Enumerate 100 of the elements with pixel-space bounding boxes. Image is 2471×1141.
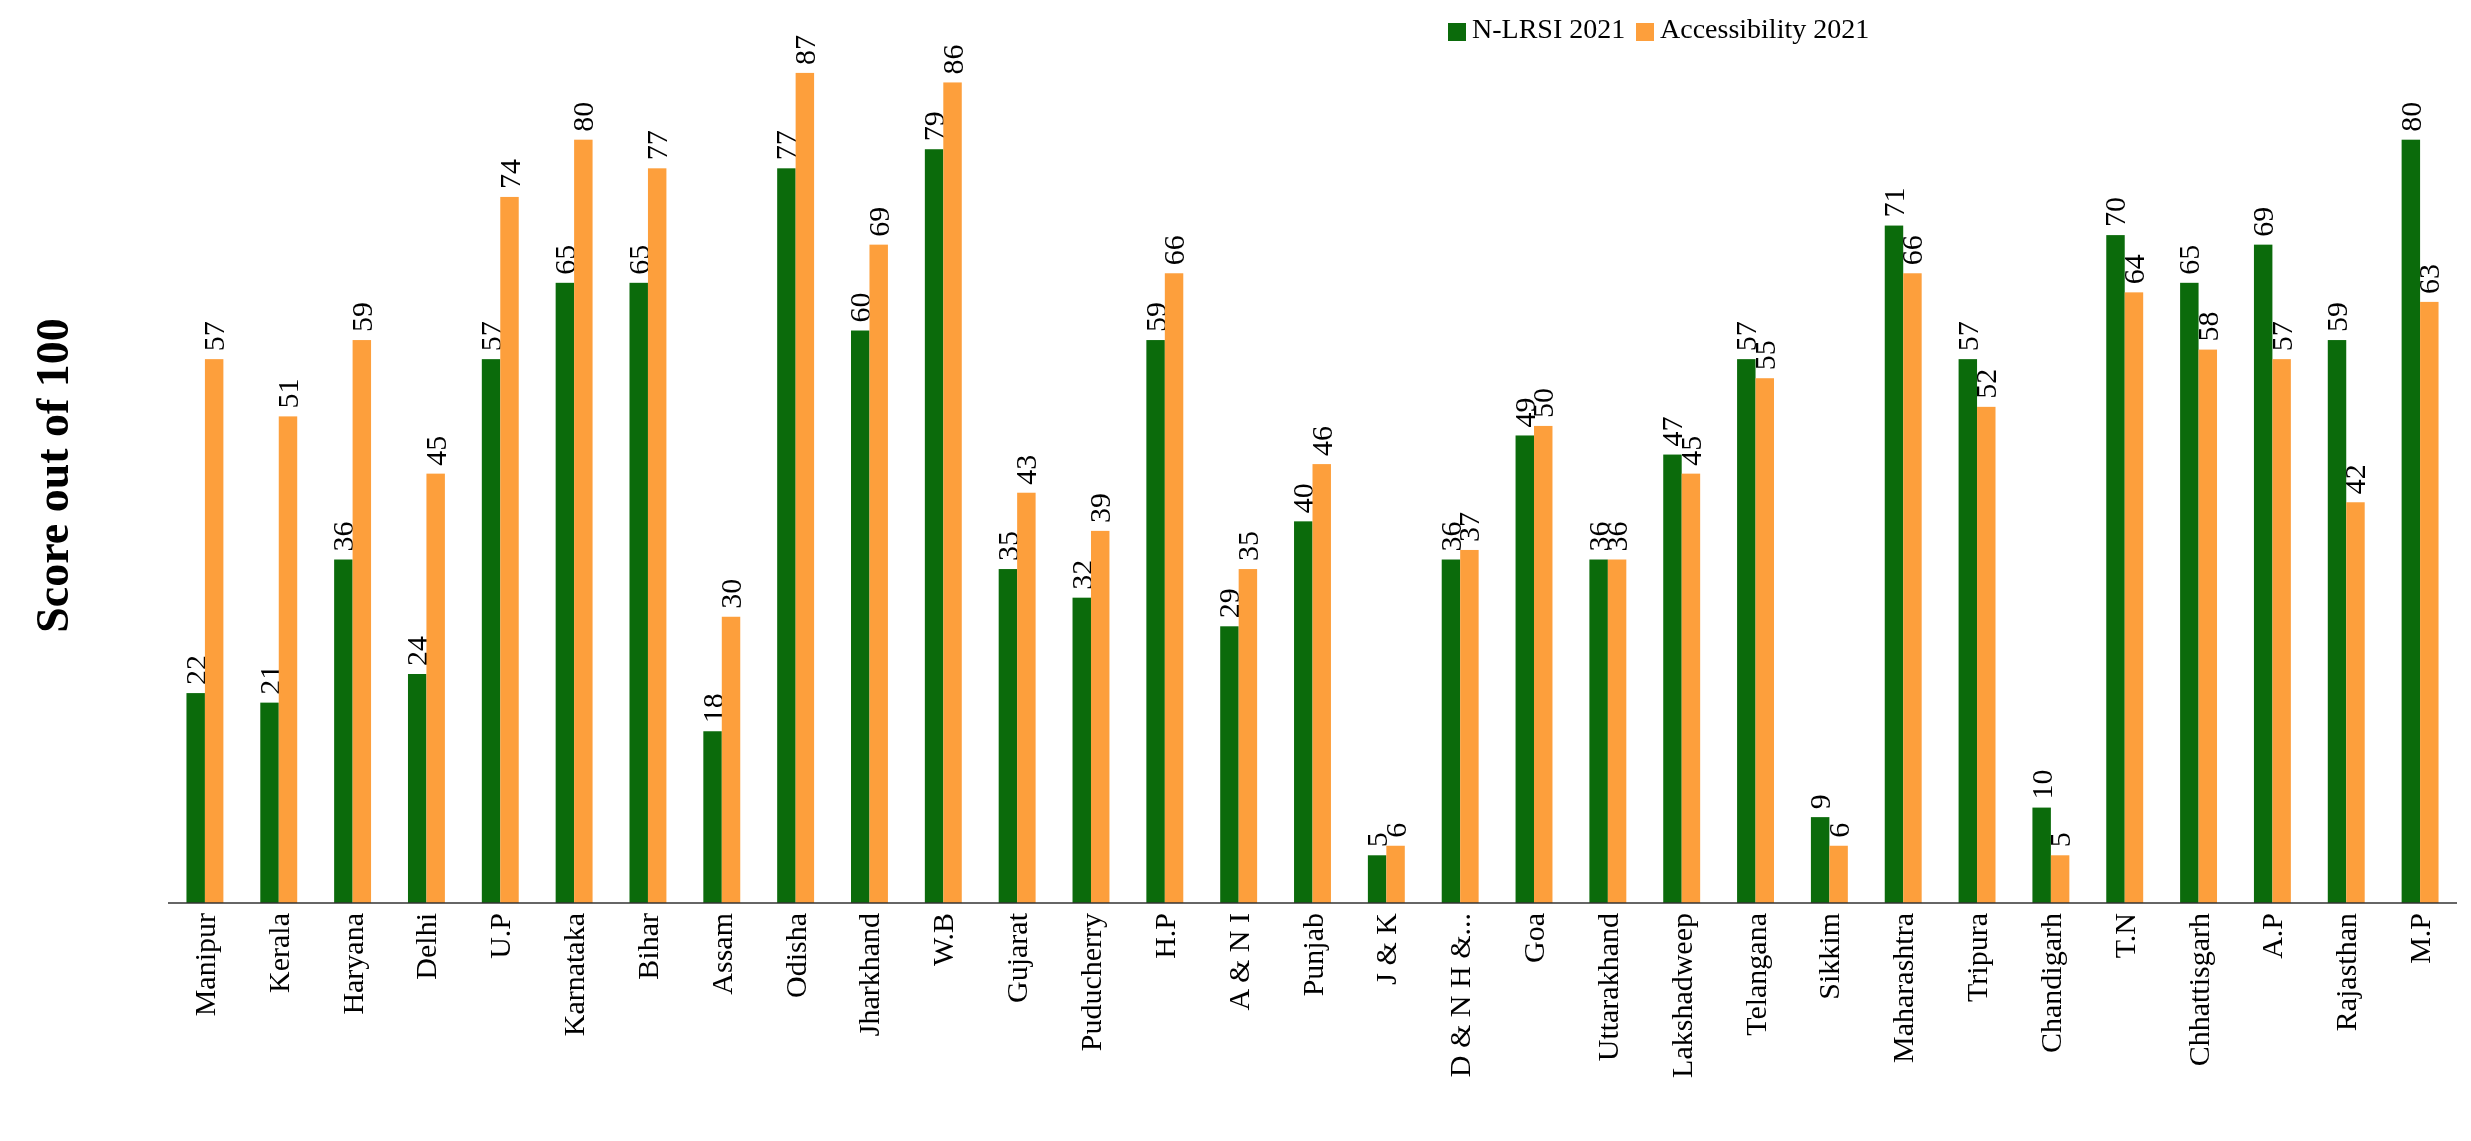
bar	[2401, 139, 2421, 903]
x-tick-label: Tripura	[1960, 913, 1994, 1002]
x-tick-label: M.P	[2403, 913, 2437, 964]
bar	[851, 330, 870, 903]
data-label: 69	[861, 206, 895, 237]
x-tick-label: T.N	[2107, 913, 2141, 959]
x-tick-label: D & N H &...	[1443, 913, 1477, 1078]
x-tick-label: Gujarat	[1000, 912, 1034, 1003]
bar	[260, 702, 279, 903]
x-tick-label: Telangana	[1738, 913, 1772, 1036]
legend-label: Accessibility 2021	[1660, 13, 1870, 45]
bar	[1146, 340, 1165, 903]
bar	[629, 282, 648, 903]
data-label: 29	[1212, 588, 1246, 619]
bar	[2253, 244, 2273, 903]
data-label: 66	[1895, 235, 1929, 266]
bar	[1312, 464, 1331, 903]
data-label: 70	[2098, 197, 2132, 228]
bar	[647, 168, 667, 903]
bar	[1663, 454, 1682, 903]
x-tick-label: Karnataka	[557, 913, 591, 1037]
data-label: 65	[547, 244, 581, 275]
data-label: 45	[418, 435, 452, 466]
bar	[1220, 626, 1239, 903]
bar	[1072, 597, 1091, 903]
data-label: 64	[2116, 254, 2150, 285]
bar	[721, 616, 741, 903]
bar	[1884, 225, 1904, 903]
x-tick-label: Assam	[704, 913, 738, 995]
bar	[1977, 406, 1996, 903]
bar	[2050, 855, 2070, 903]
x-tick-label: Punjab	[1295, 913, 1329, 997]
x-tick-label: Manipur	[187, 913, 221, 1017]
bar	[1386, 845, 1405, 903]
x-tick-label: Odisha	[778, 913, 812, 998]
bar	[2124, 292, 2144, 903]
data-label: 80	[566, 101, 600, 132]
bar	[1903, 273, 1922, 903]
y-axis-title: Score out of 100	[27, 318, 78, 633]
bar	[1810, 817, 1830, 903]
data-label: 80	[2393, 101, 2427, 132]
bar	[186, 693, 205, 903]
data-label: 6	[1821, 822, 1855, 838]
data-label: 10	[2024, 769, 2058, 800]
data-label: 36	[326, 521, 360, 552]
x-tick-label: Chhattisgarh	[2181, 913, 2215, 1067]
data-label: 46	[1304, 426, 1338, 457]
x-tick-label: Lakshadweep	[1664, 913, 1698, 1078]
bar	[1515, 435, 1535, 903]
bar	[1017, 492, 1036, 903]
data-label: 40	[1286, 483, 1320, 514]
bar	[407, 674, 427, 903]
x-tick-label: Goa	[1517, 913, 1551, 963]
bar	[352, 340, 372, 903]
data-label: 59	[2320, 302, 2354, 333]
data-label: 52	[1969, 368, 2003, 399]
data-label: 58	[2190, 311, 2224, 342]
x-tick-label: A & N I	[1221, 913, 1255, 1011]
bar	[795, 72, 815, 903]
bar	[1238, 569, 1258, 903]
bar	[500, 196, 519, 903]
bar	[1294, 521, 1313, 903]
bar	[777, 168, 796, 903]
bar	[1607, 559, 1627, 903]
bar	[2346, 502, 2365, 903]
bar	[426, 473, 445, 903]
data-label: 35	[990, 531, 1024, 562]
data-label: 59	[344, 302, 378, 333]
x-tick-label: Kerala	[261, 913, 295, 993]
legend-label: N-LRSI 2021	[1472, 13, 1626, 45]
data-label: 9	[1803, 794, 1837, 810]
data-label: 57	[474, 321, 508, 352]
bar	[1164, 273, 1184, 903]
bar	[1534, 425, 1553, 903]
bar	[2272, 359, 2291, 903]
bar	[2327, 340, 2347, 903]
bar	[2180, 282, 2199, 903]
bar	[1460, 549, 1479, 903]
data-label: 86	[935, 44, 969, 75]
x-tick-label: Sikkim	[1812, 913, 1846, 1000]
bar	[2198, 349, 2218, 903]
bar	[1367, 855, 1387, 903]
x-tick-label: Delhi	[409, 913, 443, 980]
x-tick-label: A.P	[2255, 913, 2289, 959]
data-label: 30	[714, 578, 748, 609]
data-label: 39	[1083, 492, 1117, 523]
bar	[998, 569, 1018, 903]
data-label: 79	[917, 111, 951, 142]
bar	[1589, 559, 1608, 903]
data-label: 43	[1009, 454, 1043, 485]
data-label: 5	[2043, 832, 2077, 848]
data-label: 60	[843, 292, 877, 323]
x-tick-label: H.P	[1147, 913, 1181, 959]
x-tick-label: Puducherry	[1073, 913, 1107, 1052]
bar	[555, 282, 575, 903]
bar	[924, 149, 944, 903]
bar	[2106, 235, 2125, 903]
bar	[204, 359, 224, 903]
x-tick-label: Uttarakhand	[1590, 913, 1624, 1062]
bar	[1958, 359, 1978, 903]
